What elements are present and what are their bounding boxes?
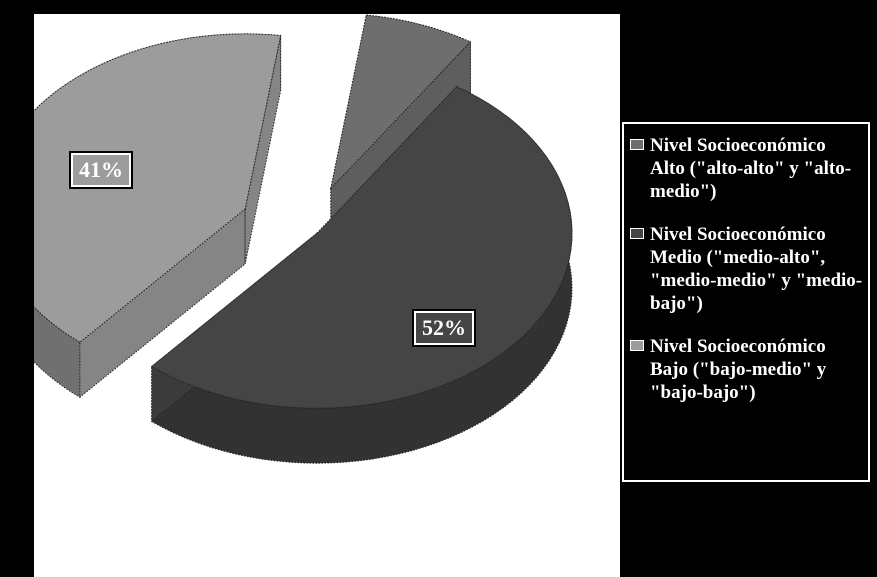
legend-label-bajo: Nivel Socioeconómico Bajo ("bajo-medio" …	[650, 336, 827, 403]
legend-swatch-medio	[630, 228, 644, 239]
legend-item-medio: Nivel Socioeconómico Medio ("medio-alto"…	[628, 223, 864, 315]
legend-swatch-bajo	[630, 340, 644, 351]
chart-legend: Nivel Socioeconómico Alto ("alto-alto" y…	[622, 122, 870, 482]
pie-slice-bajo	[34, 33, 282, 343]
legend-label-medio: Nivel Socioeconómico Medio ("medio-alto"…	[650, 224, 863, 314]
legend-swatch-alto	[630, 139, 644, 150]
data-label-medio: 52%	[412, 309, 476, 347]
pie-plot-area: 52% 41%	[34, 14, 620, 577]
pie-chart	[34, 14, 573, 464]
pie-slice-cut-bajo-1	[244, 35, 282, 265]
legend-item-alto: Nivel Socioeconómico Alto ("alto-alto" y…	[628, 134, 864, 203]
legend-item-bajo: Nivel Socioeconómico Bajo ("bajo-medio" …	[628, 335, 864, 404]
pie-slice-alto	[329, 14, 472, 190]
data-label-bajo: 41%	[69, 151, 133, 189]
legend-label-alto: Nivel Socioeconómico Alto ("alto-alto" y…	[650, 135, 852, 202]
data-label-text-bajo: 41%	[69, 151, 133, 189]
data-label-text-medio: 52%	[412, 309, 476, 347]
